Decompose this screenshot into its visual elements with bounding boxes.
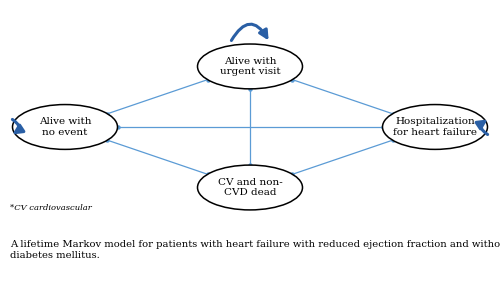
Text: A lifetime Markov model for patients with heart failure with reduced ejection fr: A lifetime Markov model for patients wit…: [10, 240, 500, 260]
Ellipse shape: [12, 104, 118, 149]
Text: Hospitalization
for heart failure: Hospitalization for heart failure: [393, 117, 477, 137]
Ellipse shape: [198, 165, 302, 210]
Text: Alive with
urgent visit: Alive with urgent visit: [220, 57, 280, 76]
Text: Alive with
no event: Alive with no event: [39, 117, 91, 137]
Ellipse shape: [198, 44, 302, 89]
FancyArrowPatch shape: [232, 24, 267, 40]
FancyArrowPatch shape: [476, 121, 488, 135]
Text: CV and non-
CVD dead: CV and non- CVD dead: [218, 178, 282, 197]
Text: *CV cardiovascular: *CV cardiovascular: [10, 204, 92, 212]
FancyArrowPatch shape: [12, 119, 24, 133]
Ellipse shape: [382, 104, 488, 149]
